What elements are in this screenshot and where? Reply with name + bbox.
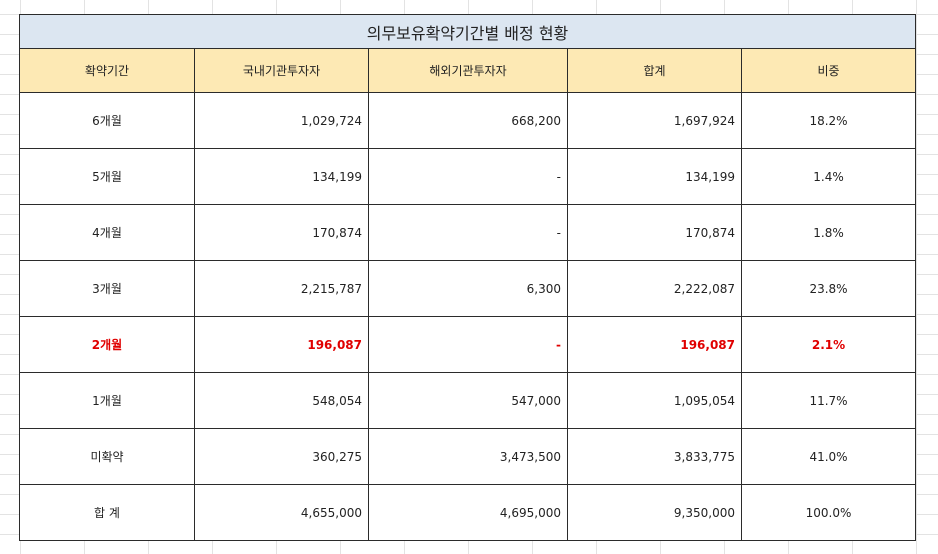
cell-period[interactable]: 6개월	[19, 92, 195, 149]
header-period[interactable]: 확약기간	[19, 48, 195, 93]
cell-foreign[interactable]: 547,000	[368, 372, 568, 429]
cell-period[interactable]: 3개월	[19, 260, 195, 317]
cell-domestic[interactable]: 196,087	[194, 316, 369, 373]
cell-foreign[interactable]: -	[368, 148, 568, 205]
cell-domestic[interactable]: 548,054	[194, 372, 369, 429]
cell-foreign[interactable]: 668,200	[368, 92, 568, 149]
cell-foreign[interactable]: 6,300	[368, 260, 568, 317]
cell-period[interactable]: 2개월	[19, 316, 195, 373]
cell-ratio[interactable]: 2.1%	[740, 316, 917, 373]
cell-period[interactable]: 미확약	[19, 428, 195, 485]
title-row: 의무보유확약기간별 배정 현황	[18, 14, 917, 49]
cell-total[interactable]: 1,697,924	[567, 92, 742, 149]
table-row: 1개월 548,054 547,000 1,095,054 11.7%	[19, 372, 917, 429]
allocation-table: 의무보유확약기간별 배정 현황 확약기간 국내기관투자자 해외기관투자자 합계 …	[18, 14, 917, 541]
table-row: 3개월 2,215,787 6,300 2,222,087 23.8%	[19, 260, 917, 317]
cell-domestic[interactable]: 360,275	[194, 428, 369, 485]
total-row: 합 계 4,655,000 4,695,000 9,350,000 100.0%	[19, 484, 917, 541]
table-row: 4개월 170,874 - 170,874 1.8%	[19, 204, 917, 261]
cell-foreign[interactable]: 3,473,500	[368, 428, 568, 485]
cell-total[interactable]: 1,095,054	[567, 372, 742, 429]
cell-ratio[interactable]: 18.2%	[740, 92, 917, 149]
cell-domestic[interactable]: 4,655,000	[194, 484, 369, 541]
table-row-highlighted: 2개월 196,087 - 196,087 2.1%	[19, 316, 917, 373]
header-ratio[interactable]: 비중	[740, 48, 917, 93]
cell-total[interactable]: 9,350,000	[567, 484, 742, 541]
cell-ratio[interactable]: 1.4%	[740, 148, 917, 205]
cell-foreign[interactable]: 4,695,000	[368, 484, 568, 541]
cell-domestic[interactable]: 1,029,724	[194, 92, 369, 149]
cell-domestic[interactable]: 170,874	[194, 204, 369, 261]
table-row: 6개월 1,029,724 668,200 1,697,924 18.2%	[19, 92, 917, 149]
cell-total[interactable]: 3,833,775	[567, 428, 742, 485]
cell-total[interactable]: 2,222,087	[567, 260, 742, 317]
cell-ratio[interactable]: 100.0%	[740, 484, 917, 541]
header-total[interactable]: 합계	[567, 48, 742, 93]
header-foreign[interactable]: 해외기관투자자	[368, 48, 568, 93]
cell-ratio[interactable]: 11.7%	[740, 372, 917, 429]
cell-domestic[interactable]: 2,215,787	[194, 260, 369, 317]
cell-foreign[interactable]: -	[368, 316, 568, 373]
cell-ratio[interactable]: 41.0%	[740, 428, 917, 485]
cell-ratio[interactable]: 1.8%	[740, 204, 917, 261]
header-row: 확약기간 국내기관투자자 해외기관투자자 합계 비중	[19, 48, 917, 93]
cell-ratio[interactable]: 23.8%	[740, 260, 917, 317]
cell-period[interactable]: 5개월	[19, 148, 195, 205]
table-row: 미확약 360,275 3,473,500 3,833,775 41.0%	[19, 428, 917, 485]
cell-period[interactable]: 1개월	[19, 372, 195, 429]
header-domestic[interactable]: 국내기관투자자	[194, 48, 369, 93]
cell-total[interactable]: 170,874	[567, 204, 742, 261]
cell-total[interactable]: 134,199	[567, 148, 742, 205]
cell-domestic[interactable]: 134,199	[194, 148, 369, 205]
table-row: 5개월 134,199 - 134,199 1.4%	[19, 148, 917, 205]
cell-period[interactable]: 합 계	[19, 484, 195, 541]
table-title[interactable]: 의무보유확약기간별 배정 현황	[18, 14, 917, 49]
cell-foreign[interactable]: -	[368, 204, 568, 261]
cell-period[interactable]: 4개월	[19, 204, 195, 261]
cell-total[interactable]: 196,087	[567, 316, 742, 373]
